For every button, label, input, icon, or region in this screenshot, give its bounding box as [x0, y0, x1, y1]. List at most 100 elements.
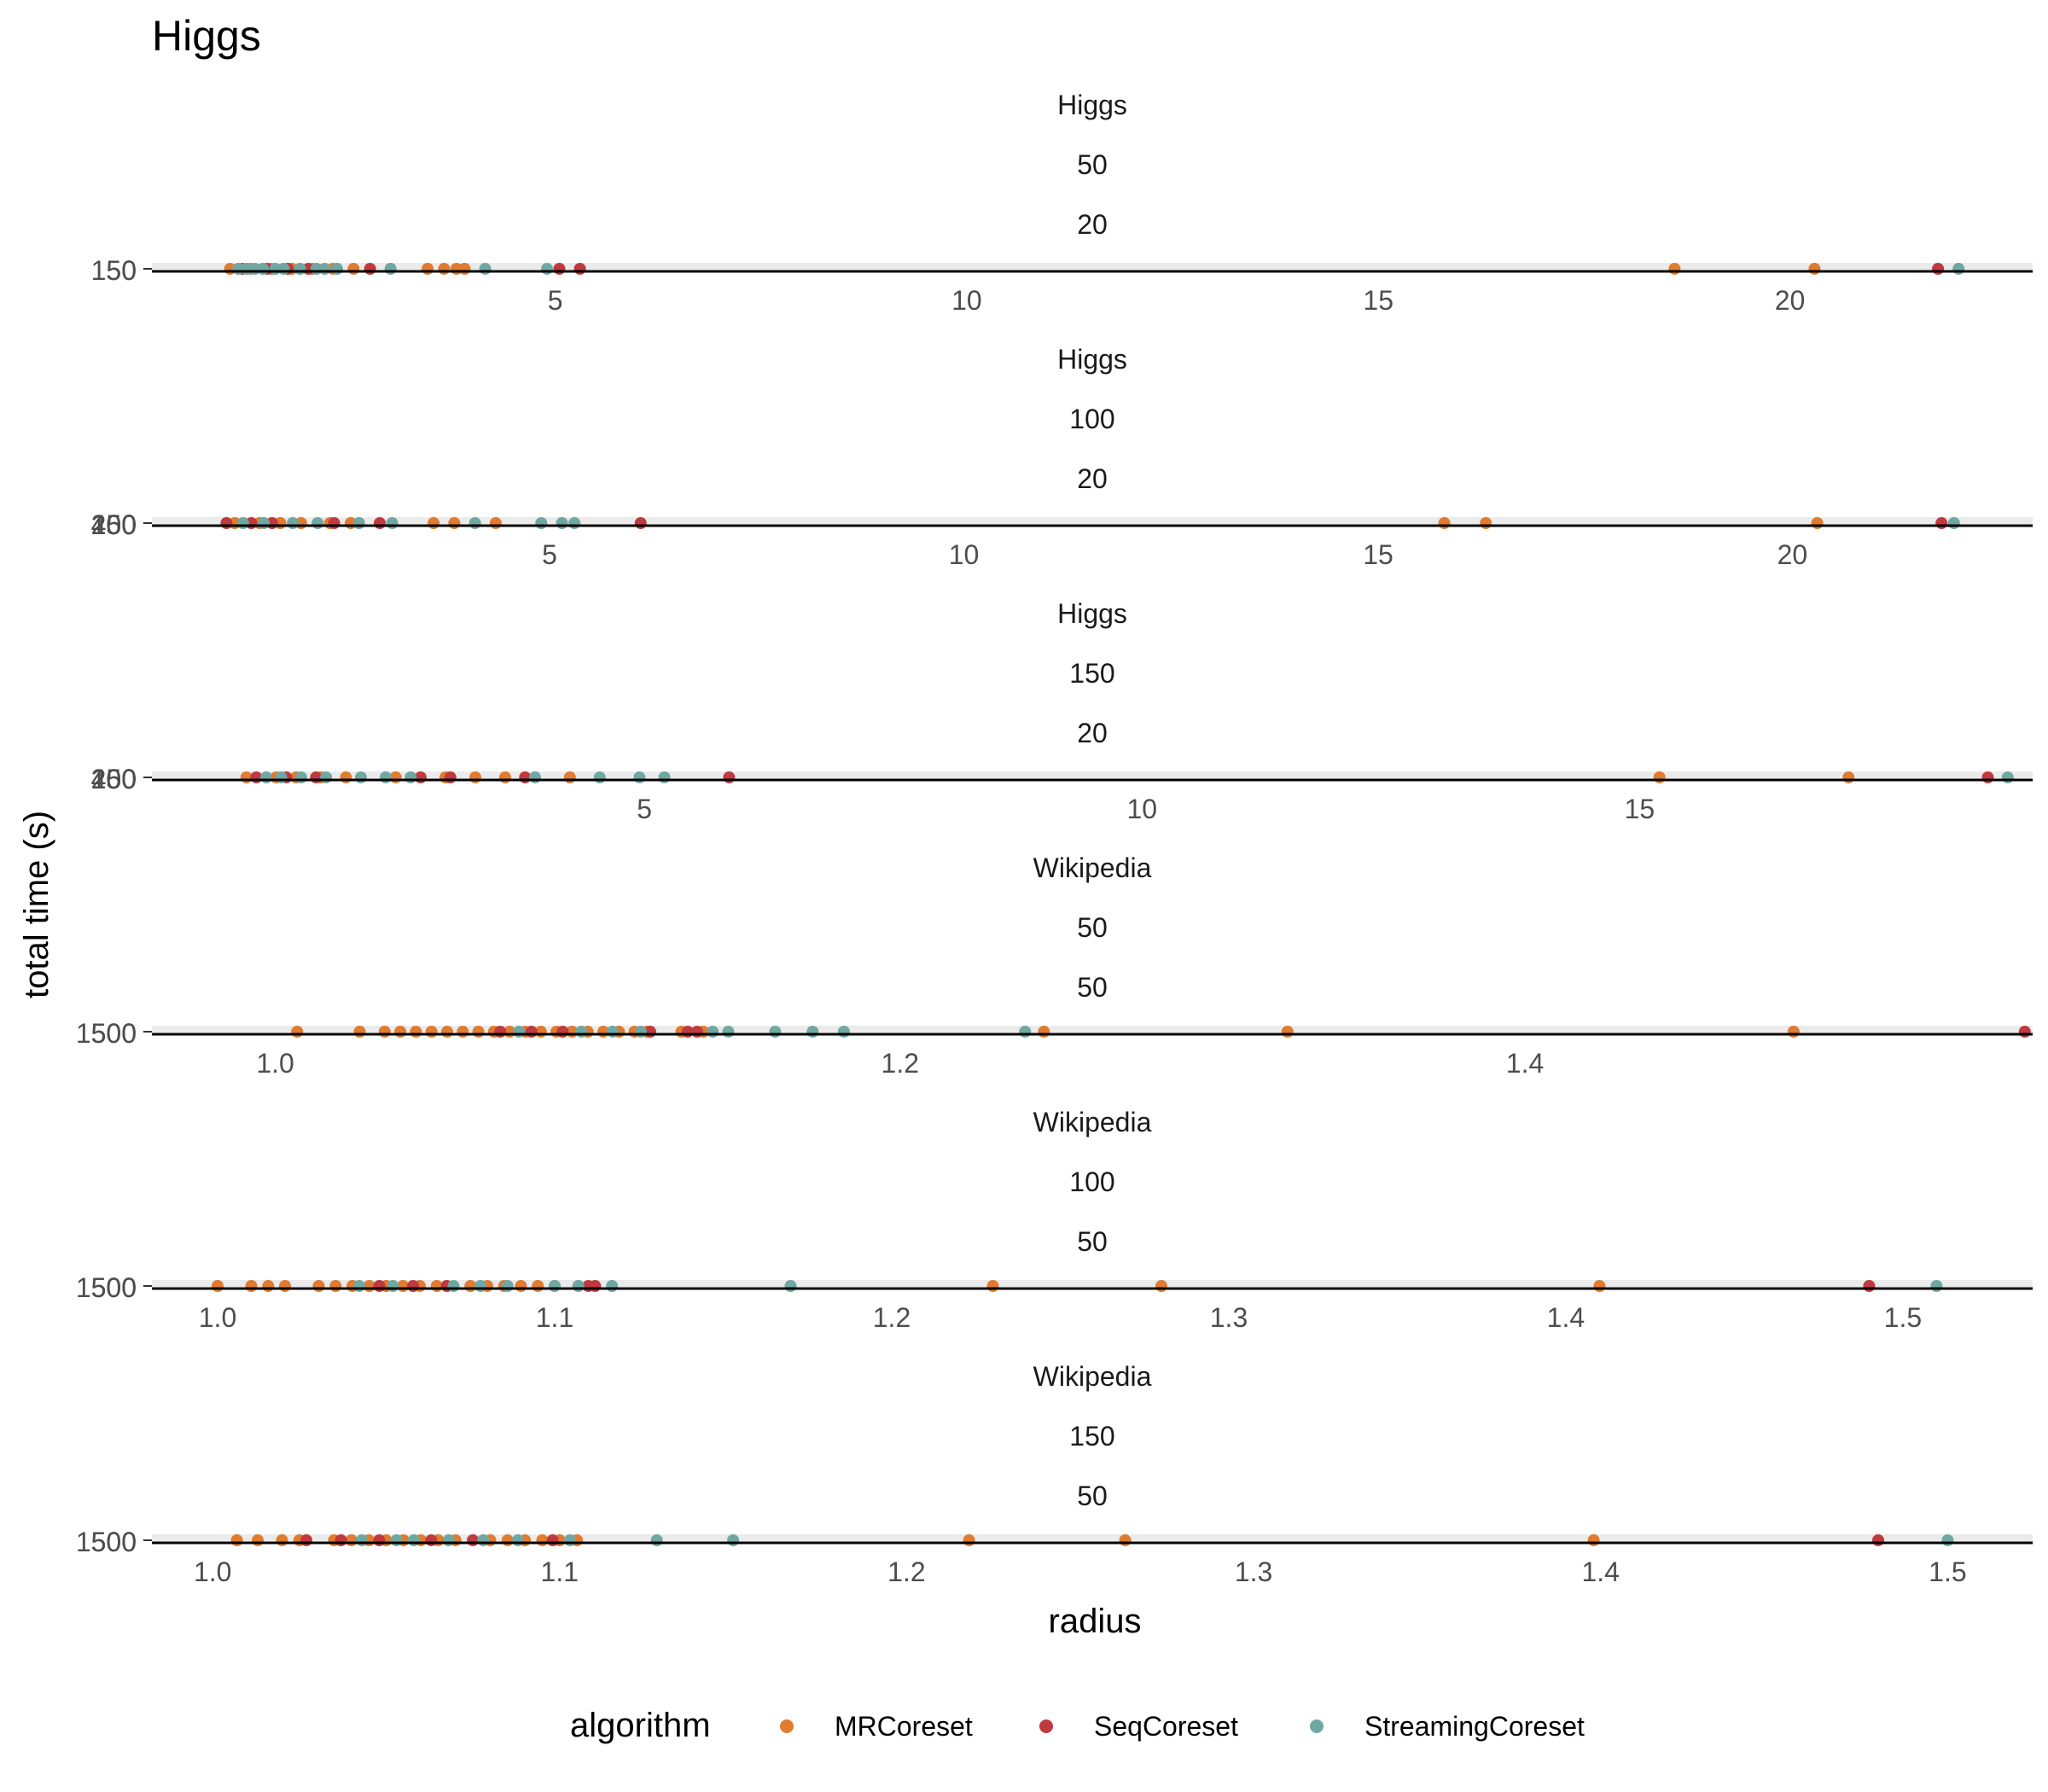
point-mrcoreset	[1593, 1280, 1606, 1292]
point-streamingcoreset	[354, 771, 367, 783]
point-seqcoreset	[300, 1534, 312, 1546]
legend-label: MRCoreset	[835, 1711, 973, 1742]
legend-item: MRCoreset	[780, 1711, 973, 1742]
x-tick-label: 5	[542, 539, 557, 570]
point-streamingcoreset	[275, 771, 288, 783]
point-streamingcoreset	[837, 1026, 850, 1038]
point-mrcoreset	[245, 1280, 258, 1292]
point-mrcoreset	[252, 1534, 264, 1546]
point-mrcoreset	[422, 263, 434, 275]
point-seqcoreset	[374, 517, 386, 529]
point-seqcoreset	[494, 1026, 507, 1038]
point-mrcoreset	[394, 1026, 407, 1038]
y-tick-label: 500	[91, 1018, 137, 1049]
point-seqcoreset	[690, 1026, 703, 1038]
strip-label: 20	[1077, 463, 1108, 494]
point-streamingcoreset	[1930, 1280, 1943, 1292]
legend-label: StreamingCoreset	[1364, 1711, 1585, 1742]
point-mrcoreset	[448, 517, 461, 529]
legend-title: algorithm	[570, 1707, 711, 1744]
strip-label: 150	[1069, 1421, 1114, 1452]
strip-label: 20	[1077, 209, 1108, 240]
y-tick-label: 1500	[76, 1018, 137, 1049]
point-streamingcoreset	[1952, 263, 1965, 275]
x-axis-label: radius	[1049, 1603, 1142, 1640]
legend-swatch	[1310, 1719, 1324, 1733]
point-mrcoreset	[276, 1534, 288, 1546]
point-mrcoreset	[378, 1026, 391, 1038]
point-seqcoreset	[444, 771, 457, 783]
point-mrcoreset	[340, 771, 352, 783]
strip-label: Wikipedia	[1033, 1361, 1152, 1392]
strip-label: 50	[1077, 1481, 1108, 1511]
legend-swatch	[1039, 1719, 1053, 1733]
point-streamingcoreset	[707, 1026, 719, 1038]
point-streamingcoreset	[501, 1280, 514, 1292]
x-tick-label: 1.0	[199, 1302, 236, 1333]
point-mrcoreset	[428, 517, 440, 529]
point-streamingcoreset	[380, 771, 392, 783]
y-tick-label: 1500	[76, 1527, 137, 1557]
point-mrcoreset	[345, 1534, 358, 1546]
point-streamingcoreset	[331, 263, 343, 275]
point-streamingcoreset	[575, 1026, 588, 1038]
point-seqcoreset	[1935, 517, 1948, 529]
point-mrcoreset	[329, 1280, 342, 1292]
point-seqcoreset	[2018, 1026, 2031, 1038]
point-streamingcoreset	[408, 1534, 420, 1546]
x-tick-label: 1.2	[881, 1048, 919, 1079]
point-mrcoreset	[499, 771, 511, 783]
strip-label: 50	[1077, 912, 1108, 943]
point-seqcoreset	[723, 771, 736, 783]
x-tick-label: 1.4	[1581, 1556, 1619, 1587]
x-tick-label: 10	[951, 285, 982, 316]
x-tick-label: 1.4	[1547, 1302, 1585, 1333]
panel-background	[152, 771, 2033, 778]
point-mrcoreset	[1480, 517, 1492, 529]
point-streamingcoreset	[727, 1534, 740, 1546]
point-mrcoreset	[1438, 517, 1451, 529]
point-streamingcoreset	[277, 263, 290, 275]
point-mrcoreset	[469, 771, 481, 783]
point-seqcoreset	[546, 1534, 559, 1546]
point-streamingcoreset	[658, 771, 671, 783]
point-mrcoreset	[457, 1026, 469, 1038]
legend-item: StreamingCoreset	[1310, 1711, 1585, 1742]
point-mrcoreset	[472, 1026, 485, 1038]
y-tick-label: 50	[106, 255, 137, 286]
point-streamingcoreset	[390, 1534, 403, 1546]
point-mrcoreset	[489, 517, 502, 529]
point-mrcoreset	[1787, 1026, 1800, 1038]
point-mrcoreset	[1155, 1280, 1167, 1292]
x-tick-label: 5	[548, 285, 563, 316]
x-tick-label: 20	[1775, 285, 1806, 316]
y-tick-label: 1500	[76, 1272, 137, 1303]
point-mrcoreset	[536, 1534, 549, 1546]
point-streamingcoreset	[447, 1280, 460, 1292]
point-seqcoreset	[1872, 1534, 1884, 1546]
point-seqcoreset	[467, 1534, 480, 1546]
legend-label: SeqCoreset	[1094, 1711, 1238, 1742]
y-tick-label: 500	[91, 1527, 137, 1557]
y-axis-label: total time (s)	[18, 811, 55, 998]
point-streamingcoreset	[1941, 1534, 1954, 1546]
legend-item: SeqCoreset	[1039, 1711, 1238, 1742]
strip-label: 50	[1077, 972, 1108, 1003]
point-streamingcoreset	[650, 1534, 663, 1546]
point-streamingcoreset	[294, 771, 307, 783]
y-tick-label: 100	[91, 509, 137, 540]
panel-background	[152, 263, 2033, 270]
point-streamingcoreset	[387, 1280, 399, 1292]
y-tick-label: 100	[91, 764, 137, 794]
point-seqcoreset	[425, 1534, 438, 1546]
x-tick-label: 1.0	[256, 1048, 294, 1079]
point-streamingcoreset	[1947, 517, 1960, 529]
strip-label: 50	[1077, 149, 1108, 180]
point-streamingcoreset	[311, 517, 324, 529]
